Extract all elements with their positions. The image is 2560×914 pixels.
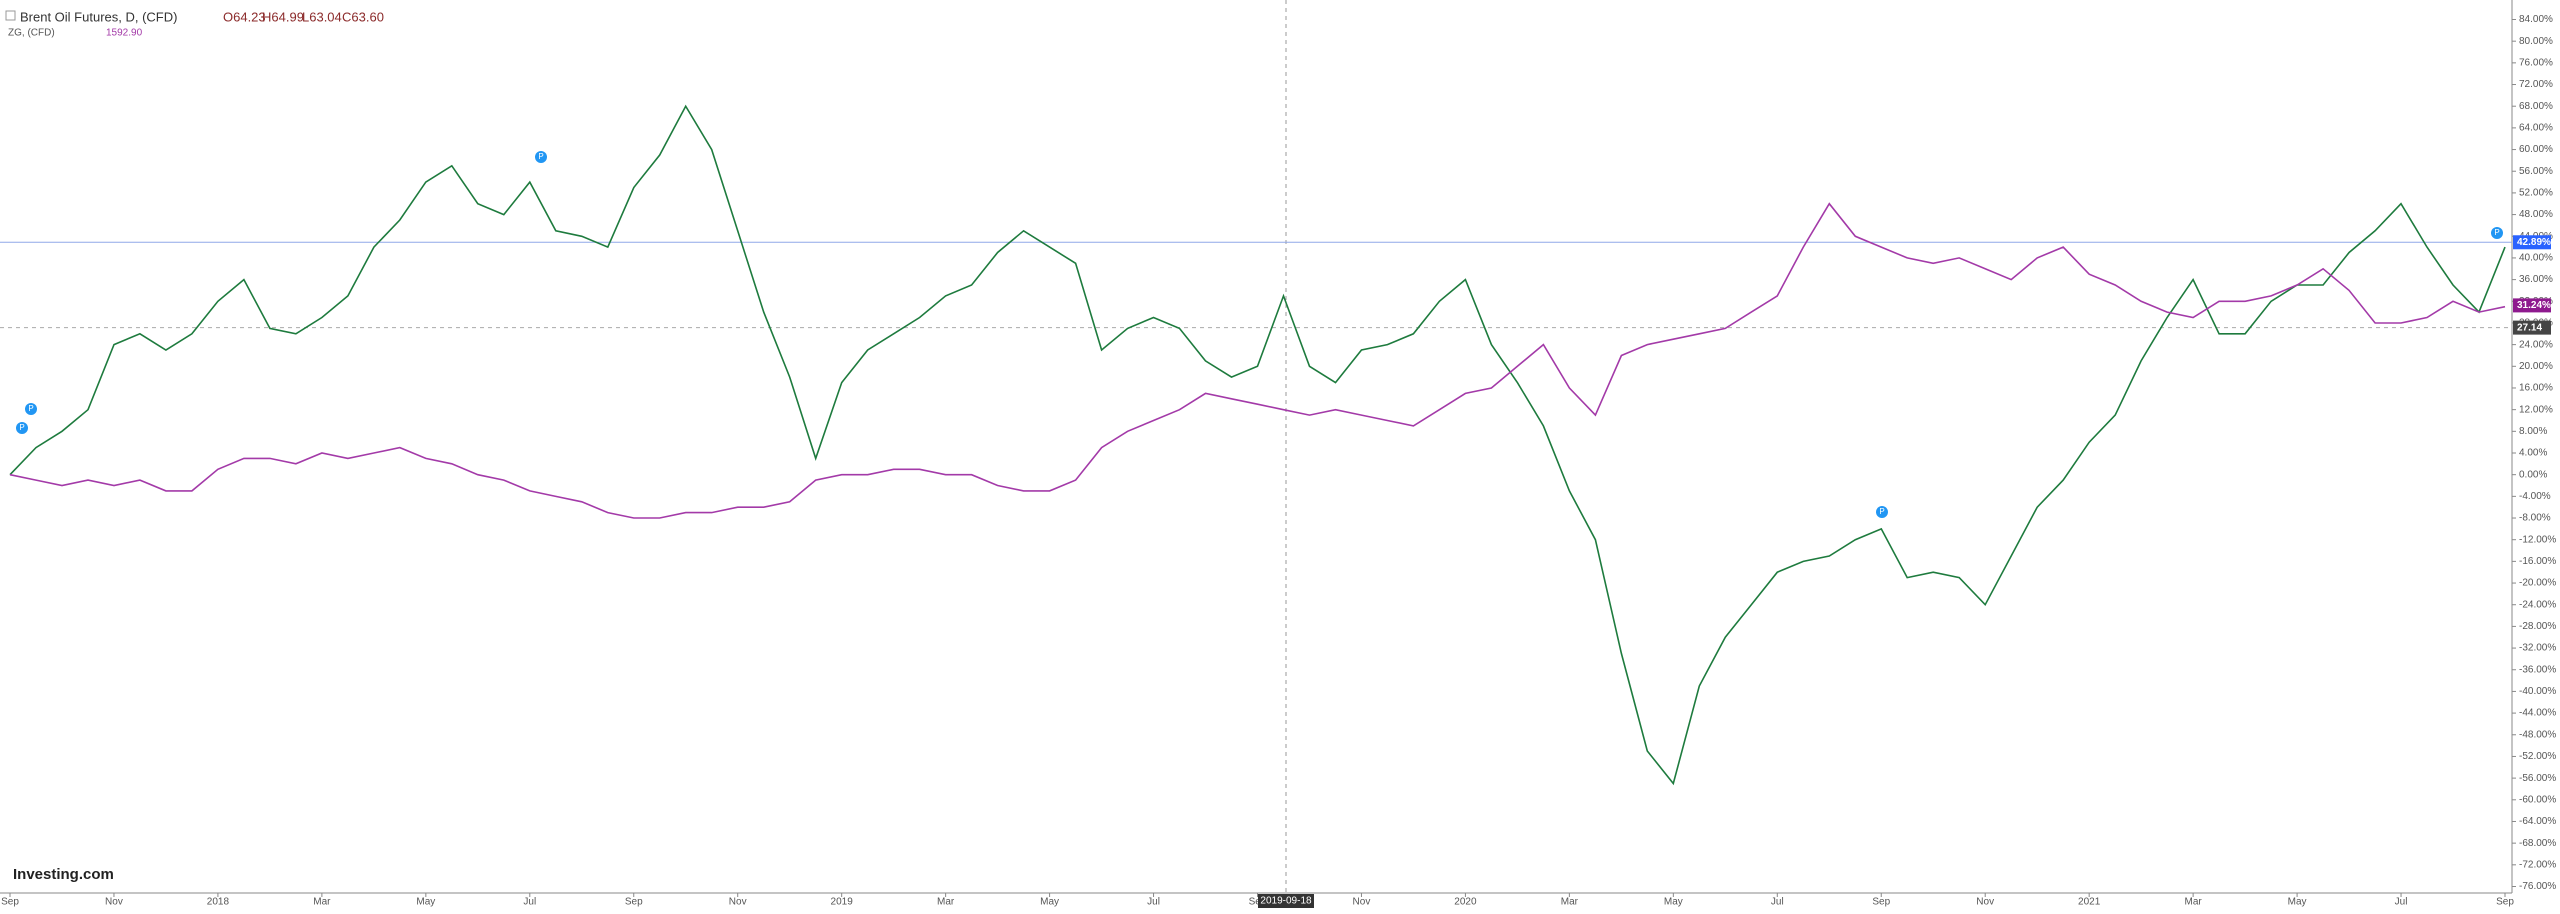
close-value: C63.60	[342, 9, 384, 24]
y-tick-label: 0.00%	[2519, 469, 2547, 480]
low-value: L63.04	[302, 9, 342, 24]
marker[interactable]	[2491, 227, 2503, 239]
x-tick-label: Nov	[729, 897, 747, 908]
marker[interactable]	[16, 422, 28, 434]
x-tick-label: 2021	[2078, 897, 2101, 908]
marker[interactable]	[1876, 506, 1888, 518]
x-tick-label: Jul	[1147, 897, 1160, 908]
y-tick-label: 56.00%	[2519, 166, 2553, 177]
collapse-icon[interactable]	[5, 10, 16, 21]
x-tick-label: Jul	[523, 897, 536, 908]
y-tick-label: -56.00%	[2519, 773, 2556, 784]
y-tick-label: -32.00%	[2519, 643, 2556, 654]
y-tick-label: 36.00%	[2519, 274, 2553, 285]
y-tick-label: 72.00%	[2519, 79, 2553, 90]
x-tick-label: Nov	[1976, 897, 1994, 908]
y-tick-label: -4.00%	[2519, 491, 2551, 502]
y-tick-label: 20.00%	[2519, 361, 2553, 372]
series-line	[9, 202, 2506, 519]
x-tick-label: May	[1040, 897, 1059, 908]
x-tick-label: 2020	[1454, 897, 1477, 908]
y-tick-label: 40.00%	[2519, 253, 2553, 264]
x-tick-label: May	[416, 897, 435, 908]
y-tick-label: 84.00%	[2519, 14, 2553, 25]
x-tick-label: 2019	[831, 897, 854, 908]
y-tick-label: -16.00%	[2519, 556, 2556, 567]
series-line	[9, 104, 2506, 786]
marker[interactable]	[25, 403, 37, 415]
x-tick-label: Nov	[105, 897, 123, 908]
y-tick-label: -36.00%	[2519, 664, 2556, 675]
x-tick-label: May	[1664, 897, 1683, 908]
y-tick-label: -28.00%	[2519, 621, 2556, 632]
x-tick-label: Sep	[625, 897, 643, 908]
x-tick-label: Jul	[1771, 897, 1784, 908]
y-tick-label: 12.00%	[2519, 404, 2553, 415]
y-tick-label: 76.00%	[2519, 57, 2553, 68]
open-value: O64.23	[223, 9, 266, 24]
y-tick-label: 16.00%	[2519, 383, 2553, 394]
marker[interactable]	[535, 151, 547, 163]
y-tick-label: -52.00%	[2519, 751, 2556, 762]
x-tick-label: Mar	[313, 897, 331, 908]
y-tick-label: -44.00%	[2519, 708, 2556, 719]
y-tick-label: -8.00%	[2519, 513, 2551, 524]
y-tick-label: 24.00%	[2519, 339, 2553, 350]
marker-label: P	[538, 152, 543, 161]
x-tick-label: Mar	[2185, 897, 2203, 908]
y-tick-label: 8.00%	[2519, 426, 2547, 437]
marker-label: P	[2494, 228, 2499, 237]
x-tick-label: Nov	[1353, 897, 1371, 908]
y-tick-label: -72.00%	[2519, 859, 2556, 870]
price-tag-label: 42.89%	[2517, 237, 2551, 248]
y-tick-label: -64.00%	[2519, 816, 2556, 827]
x-tick-label: Sep	[1249, 897, 1267, 908]
crosshair-tag	[1258, 894, 1314, 908]
y-tick-label: 64.00%	[2519, 123, 2553, 134]
compare-value: 1592.90	[106, 28, 143, 39]
y-tick-label: 60.00%	[2519, 144, 2553, 155]
x-tick-label: Sep	[2496, 897, 2514, 908]
x-tick-label: Mar	[937, 897, 955, 908]
y-tick-label: -40.00%	[2519, 686, 2556, 697]
p-markers: P P P P P	[16, 151, 2503, 518]
y-tick-label: -20.00%	[2519, 578, 2556, 589]
marker-label: P	[19, 423, 24, 432]
logo: Investing.com	[13, 866, 114, 883]
y-tick-label: -68.00%	[2519, 838, 2556, 849]
y-tick-label: 80.00%	[2519, 36, 2553, 47]
high-value: H64.99	[262, 9, 304, 24]
price-tag-label: 31.24%	[2517, 300, 2551, 311]
marker-label: P	[1879, 507, 1884, 516]
crosshair-label: 2019-09-18	[1260, 896, 1312, 907]
x-tick-label: Sep	[1872, 897, 1890, 908]
x-tick-label: May	[2288, 897, 2307, 908]
y-tick-label: -24.00%	[2519, 599, 2556, 610]
price-tag-label: 27.14	[2517, 322, 2542, 333]
compare-name: ZG, (CFD)	[8, 28, 55, 39]
x-tick-label: Jul	[2395, 897, 2408, 908]
y-tick-label: -76.00%	[2519, 881, 2556, 892]
y-tick-label: 68.00%	[2519, 101, 2553, 112]
y-tick-label: -48.00%	[2519, 729, 2556, 740]
x-tick-label: 2018	[207, 897, 230, 908]
chart-title: Brent Oil Futures, D, (CFD)	[20, 9, 177, 24]
y-tick-label: 52.00%	[2519, 188, 2553, 199]
price-tag	[2513, 320, 2551, 335]
marks: 84.00% 80.00% 76.00% 72.00% 68.00% 64.00% 60.0…	[0, 14, 2556, 908]
y-tick-label: 48.00%	[2519, 209, 2553, 220]
y-tick-label: -60.00%	[2519, 794, 2556, 805]
price-tag	[2513, 235, 2551, 250]
x-tick-label: Mar	[1561, 897, 1579, 908]
price-tag	[2513, 298, 2551, 313]
marker-label: P	[28, 404, 33, 413]
x-tick-label: Sep	[1, 897, 19, 908]
y-tick-label: -12.00%	[2519, 534, 2556, 545]
y-tick-label: 4.00%	[2519, 448, 2547, 459]
